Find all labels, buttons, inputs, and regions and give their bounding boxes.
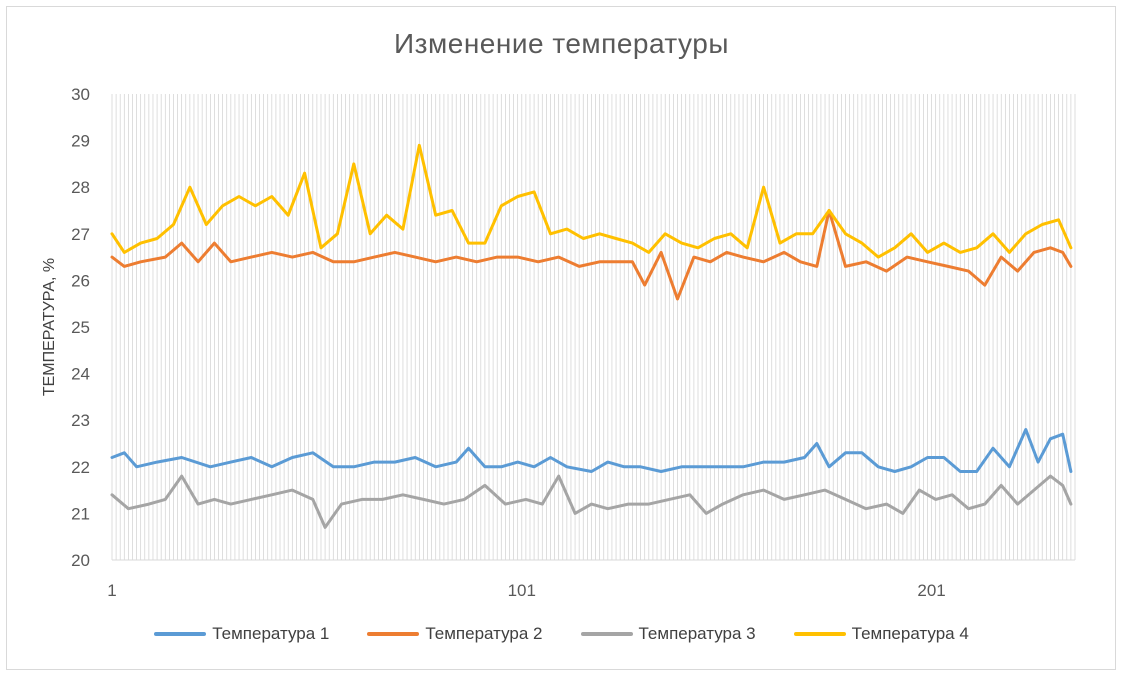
legend-label-2: Температура 2	[425, 624, 543, 643]
legend-label-4: Температура 4	[851, 624, 969, 643]
x-tick-label: 1	[107, 581, 116, 600]
legend-item-2[interactable]: Температура 2	[367, 624, 543, 644]
legend-item-1[interactable]: Температура 1	[154, 624, 329, 644]
y-tick-label: 24	[71, 365, 90, 384]
y-tick-label: 30	[71, 85, 90, 104]
y-tick-label: 20	[71, 551, 90, 570]
legend-swatch-4	[793, 632, 846, 636]
chart-frame	[6, 6, 1116, 670]
y-tick-label: 22	[71, 458, 90, 477]
legend: Температура 1 Температура 2 Температура …	[0, 624, 1123, 644]
series-lines	[110, 143, 1073, 529]
legend-label-1: Температура 1	[212, 624, 330, 643]
x-tick-label: 101	[508, 581, 536, 600]
chart-title: Изменение температуры	[394, 28, 729, 59]
y-tick-label: 23	[71, 411, 90, 430]
series-line-4	[110, 143, 1073, 259]
y-tick-label: 29	[71, 132, 90, 151]
y-tick-label: 28	[71, 178, 90, 197]
y-tick-label: 25	[71, 318, 90, 337]
x-axis-ticks: 1 101 201	[107, 581, 945, 600]
series-line-2	[110, 209, 1073, 301]
legend-item-3[interactable]: Температура 3	[580, 624, 756, 644]
y-tick-label: 21	[71, 504, 90, 523]
legend-swatch-3	[580, 632, 633, 636]
legend-swatch-1	[154, 632, 207, 636]
series-line-1	[110, 428, 1073, 473]
legend-item-4[interactable]: Температура 4	[793, 624, 969, 644]
y-tick-label: 27	[71, 225, 90, 244]
y-axis-label: ТЕМПЕРАТУРА, %	[41, 258, 58, 396]
x-tick-label: 201	[917, 581, 945, 600]
legend-label-3: Температура 3	[638, 624, 756, 643]
series-line-3	[110, 474, 1073, 529]
y-axis-ticks: 20 21 22 23 24 25 26 27 28 29 30	[71, 85, 90, 570]
gridlines	[111, 94, 1076, 560]
y-tick-label: 26	[71, 271, 90, 290]
legend-swatch-2	[367, 632, 420, 636]
